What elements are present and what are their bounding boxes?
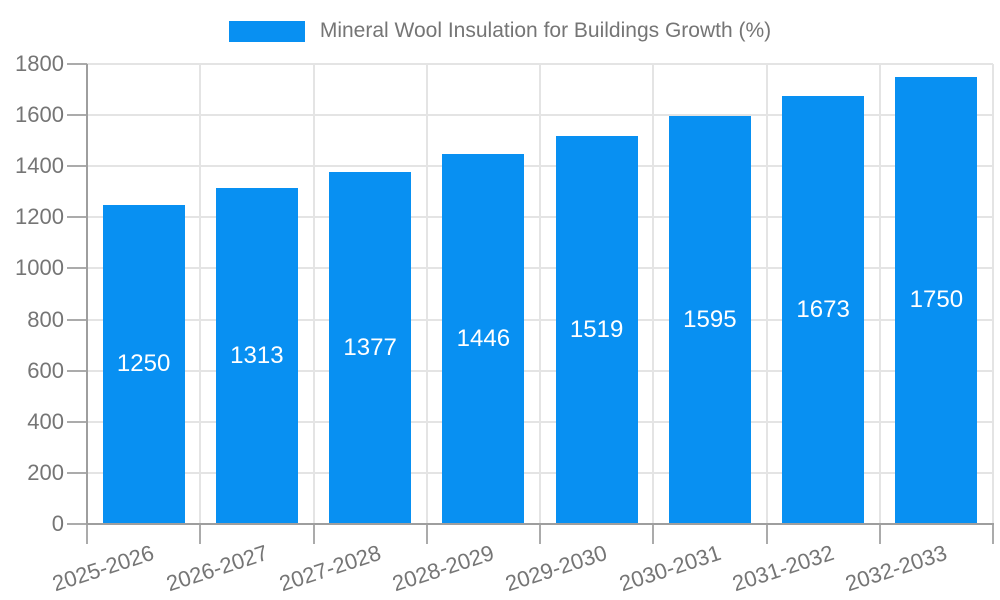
bar-value-label: 1313 bbox=[230, 342, 284, 370]
bar-value-label: 1377 bbox=[343, 334, 397, 362]
y-tick-label: 400 bbox=[27, 408, 64, 434]
x-axis-line bbox=[86, 523, 994, 525]
y-tick-400 bbox=[67, 420, 87, 423]
x-tick-label: 2025-2026 bbox=[49, 540, 158, 597]
y-tick-1600 bbox=[67, 114, 87, 117]
bar-value-label: 1250 bbox=[116, 350, 171, 378]
y-tick-1400 bbox=[67, 165, 87, 168]
y-tick-label: 0 bbox=[51, 511, 64, 536]
chart-legend[interactable]: Mineral Wool Insulation for Buildings Gr… bbox=[0, 19, 1000, 43]
y-tick-label: 800 bbox=[27, 306, 64, 332]
gridline-x-1 bbox=[199, 64, 202, 524]
x-tick-label: 2028-2029 bbox=[389, 540, 498, 597]
bar-value-label: 1595 bbox=[683, 306, 737, 334]
bar-value-label: 1519 bbox=[569, 315, 624, 343]
y-tick-200 bbox=[67, 471, 87, 474]
x-tick-6 bbox=[765, 524, 768, 544]
bar-value-label: 1750 bbox=[909, 286, 964, 314]
x-tick-label: 2030-2031 bbox=[615, 540, 724, 597]
gridline-x-8 bbox=[992, 64, 994, 524]
y-tick-label: 1000 bbox=[15, 255, 64, 281]
gridline-x-7 bbox=[878, 64, 881, 524]
bar-value-label: 1673 bbox=[796, 296, 850, 324]
x-tick-3 bbox=[425, 524, 428, 544]
x-tick-2 bbox=[312, 524, 315, 544]
bar-2025-2026 bbox=[102, 204, 185, 524]
y-tick-800 bbox=[67, 318, 87, 321]
x-tick-1 bbox=[199, 524, 202, 544]
bar-2032-2033 bbox=[895, 76, 978, 524]
y-tick-label: 600 bbox=[27, 357, 64, 383]
bar-value-label: 1446 bbox=[456, 325, 511, 353]
gridline-x-4 bbox=[539, 64, 541, 524]
bar-2028-2029 bbox=[442, 154, 525, 524]
y-tick-1800 bbox=[67, 63, 87, 65]
x-tick-4 bbox=[539, 524, 541, 544]
y-tick-600 bbox=[67, 369, 87, 372]
x-tick-5 bbox=[652, 524, 655, 544]
x-tick-label: 2027-2028 bbox=[276, 540, 384, 597]
gridline-x-3 bbox=[425, 64, 428, 524]
y-tick-label: 200 bbox=[27, 459, 64, 485]
x-tick-label: 2029-2030 bbox=[502, 540, 611, 597]
y-tick-1000 bbox=[67, 267, 87, 270]
y-tick-label: 1200 bbox=[15, 204, 64, 230]
y-tick-1200 bbox=[67, 216, 87, 219]
y-tick-label: 1400 bbox=[15, 153, 64, 179]
bar-2027-2028 bbox=[329, 172, 412, 524]
x-tick-label: 2032-2033 bbox=[842, 540, 951, 597]
gridline-x-5 bbox=[652, 64, 655, 524]
y-tick-0 bbox=[67, 523, 87, 525]
gridline-x-2 bbox=[312, 64, 315, 524]
y-axis-line bbox=[86, 64, 88, 525]
legend-color-swatch bbox=[228, 20, 305, 42]
plot-area: 1250 1313 1377 1446 1519 1595 1673 1750 bbox=[86, 63, 994, 525]
x-tick-label: 2031-2032 bbox=[729, 540, 837, 597]
legend-label: Mineral Wool Insulation for Buildings Gr… bbox=[319, 19, 772, 42]
bar-2026-2027 bbox=[215, 188, 298, 524]
bar-2029-2030 bbox=[555, 135, 638, 524]
bar-2030-2031 bbox=[668, 116, 751, 524]
gridline-x-6 bbox=[765, 64, 768, 524]
bar-2031-2032 bbox=[782, 96, 865, 524]
y-tick-label: 1600 bbox=[15, 102, 64, 128]
y-tick-label: 1800 bbox=[15, 51, 64, 76]
x-tick-7 bbox=[878, 524, 881, 544]
x-tick-0 bbox=[86, 524, 88, 544]
x-tick-8 bbox=[992, 524, 994, 544]
x-tick-label: 2026-2027 bbox=[162, 540, 271, 597]
